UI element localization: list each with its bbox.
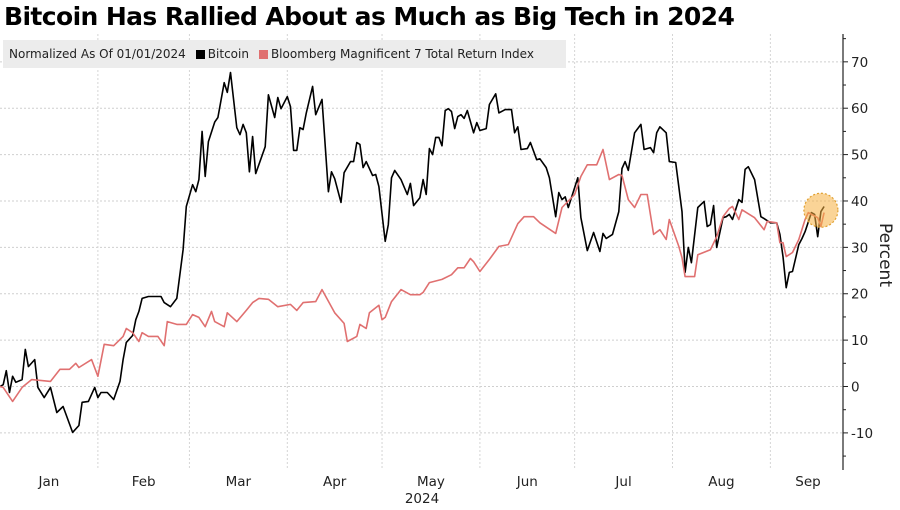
x-axis: Jan Feb Mar Apr May Jun Jul Aug Sep [38, 474, 821, 490]
legend-swatch-bitcoin [195, 49, 205, 59]
chart-title: Bitcoin Has Rallied About as Much as Big… [4, 2, 735, 31]
x-tick-label: May [417, 474, 445, 490]
highlight-circle [803, 192, 839, 228]
y-tick-label: -10 [851, 426, 873, 442]
y-tick-label: 60 [851, 101, 868, 117]
legend-label-mag7: Bloomberg Magnificent 7 Total Return Ind… [270, 47, 534, 61]
x-tick-label: Jun [516, 474, 538, 490]
y-tick-label: 10 [851, 333, 868, 349]
legend: Normalized As Of 01/01/2024 Bitcoin Bloo… [3, 40, 566, 68]
legend-subtitle: Normalized As Of 01/01/2024 [9, 47, 186, 61]
x-tick-label: Jan [38, 474, 60, 490]
x-tick-label: Sep [795, 474, 820, 490]
legend-swatch-mag7 [258, 49, 268, 59]
series-line-bitcoin [0, 71, 825, 434]
y-axis-label: Percent [875, 223, 895, 287]
x-tick-label: Apr [323, 474, 347, 490]
y-axis: -10 0 10 20 30 40 50 60 70 [842, 34, 873, 470]
x-axis-year-label: 2024 [405, 491, 439, 507]
series-line-mag7 [0, 148, 825, 403]
y-tick-label: 30 [851, 240, 868, 256]
gridlines [0, 34, 843, 470]
series-lines [0, 71, 839, 434]
y-tick-label: 40 [851, 194, 868, 210]
y-tick-label: 0 [851, 380, 860, 396]
legend-label-bitcoin: Bitcoin [207, 47, 249, 61]
y-tick-label: 20 [851, 287, 868, 303]
x-tick-label: Feb [132, 474, 156, 490]
x-tick-label: Jul [614, 474, 631, 490]
y-tick-label: 50 [851, 148, 868, 164]
x-tick-label: Mar [226, 474, 252, 490]
x-tick-label: Aug [708, 474, 734, 490]
y-tick-label: 70 [851, 55, 868, 71]
